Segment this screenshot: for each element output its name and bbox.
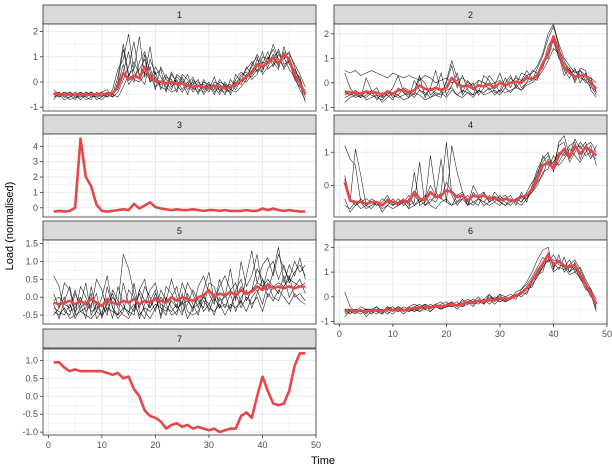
facet-panel-2: 2 -1 0 1 2 — [321, 4, 608, 112]
y-tick-label: 0.0 — [25, 292, 38, 302]
facet-panel-1: 1 -1 0 1 2 — [30, 4, 317, 112]
y-tick-label: 1 — [324, 267, 329, 277]
y-tick-label: 0.5 — [25, 373, 38, 383]
member-series-line — [344, 25, 597, 101]
centroid-series-line — [53, 137, 306, 213]
panel-border — [42, 348, 317, 436]
member-series-line — [53, 274, 306, 320]
panel-border — [42, 23, 317, 112]
member-series-line — [53, 254, 306, 320]
member-series-line — [344, 23, 597, 86]
facet-strip-label: 4 — [468, 120, 473, 130]
x-axis-title: Time — [311, 455, 335, 467]
facet-strip-label: 3 — [177, 120, 182, 130]
y-tick-label: 0 — [324, 78, 329, 88]
facet-panel-4: 4 0 1 — [324, 114, 608, 218]
y-tick-label: -1 — [321, 317, 329, 327]
x-tick-label: 10 — [97, 440, 107, 450]
y-tick-label: 1 — [324, 53, 329, 63]
panel-border — [333, 133, 608, 218]
y-tick-label: 1.0 — [25, 355, 38, 365]
y-tick-label: -0.5 — [22, 409, 38, 419]
facet-strip-label: 2 — [468, 10, 473, 20]
panel-border — [333, 239, 608, 325]
x-tick-label: 40 — [257, 440, 267, 450]
panel-border — [42, 239, 317, 325]
facet-strip-label: 6 — [468, 226, 473, 236]
member-series-line — [53, 46, 306, 103]
centroid-series-line — [344, 34, 598, 97]
member-series-line — [344, 48, 597, 101]
facet-strip-label: 1 — [177, 10, 182, 20]
x-tick-label: 10 — [388, 329, 398, 339]
y-tick-label: 4 — [33, 141, 38, 151]
y-tick-label: 1 — [33, 52, 38, 62]
y-tick-label: 3 — [33, 157, 38, 167]
centroid-series-line — [53, 52, 307, 96]
y-tick-label: 2 — [324, 242, 329, 252]
x-tick-label: 20 — [150, 440, 160, 450]
y-tick-label: 1.5 — [25, 239, 38, 249]
x-tick-label: 50 — [311, 440, 321, 450]
y-axis-title: Load (normalised) — [4, 182, 16, 271]
y-tick-label: 2 — [33, 27, 38, 37]
member-series-line — [344, 141, 597, 207]
y-tick-label: 1.0 — [25, 256, 38, 266]
centroid-series-line — [53, 283, 306, 308]
y-tick-label: 1 — [33, 187, 38, 197]
y-tick-label: 0 — [33, 203, 38, 213]
panel-background — [43, 349, 316, 435]
facet-panel-3: 3 0 1 2 3 4 — [33, 114, 317, 218]
y-tick-label: 2 — [33, 172, 38, 182]
panel-border — [333, 23, 608, 112]
y-tick-label: -1.0 — [22, 427, 38, 437]
y-tick-label: 0.5 — [25, 274, 38, 284]
centroid-series-line — [343, 144, 598, 207]
facet-strip-label: 7 — [177, 334, 182, 344]
panel-background — [43, 134, 316, 217]
y-tick-label: -1 — [321, 102, 329, 112]
facet-strip-label: 5 — [177, 226, 182, 236]
y-tick-label: 0 — [33, 77, 38, 87]
x-tick-label: 20 — [441, 329, 451, 339]
y-tick-label: -1 — [30, 102, 38, 112]
member-series-line — [53, 274, 306, 320]
x-tick-label: 30 — [495, 329, 505, 339]
y-tick-label: 1 — [324, 147, 329, 157]
member-series-line — [53, 48, 306, 101]
member-series-line — [53, 289, 306, 320]
y-tick-label: 0 — [324, 292, 329, 302]
x-tick-label: 40 — [548, 329, 558, 339]
x-tick-label: 50 — [602, 329, 612, 339]
y-tick-label: 0 — [324, 180, 329, 190]
y-tick-label: 2 — [324, 29, 329, 39]
y-tick-label: 0.0 — [25, 391, 38, 401]
panel-border — [42, 133, 317, 218]
x-tick-label: 0 — [46, 440, 51, 450]
centroid-series-line — [344, 253, 598, 313]
facet-panel-7: 7 -1.0 -0.5 0.0 0.5 1.0 0 10 20 30 40 50 — [22, 328, 321, 450]
y-tick-label: -0.5 — [22, 310, 38, 320]
centroid-series-line — [53, 351, 306, 434]
facet-strip — [42, 328, 317, 349]
x-tick-label: 0 — [337, 329, 342, 339]
facet-panel-5: 5 -0.5 0.0 0.5 1.0 1.5 — [22, 220, 317, 325]
member-series-line — [344, 259, 597, 312]
x-tick-label: 30 — [204, 440, 214, 450]
panel-background — [43, 24, 316, 111]
member-series-line — [53, 250, 306, 316]
